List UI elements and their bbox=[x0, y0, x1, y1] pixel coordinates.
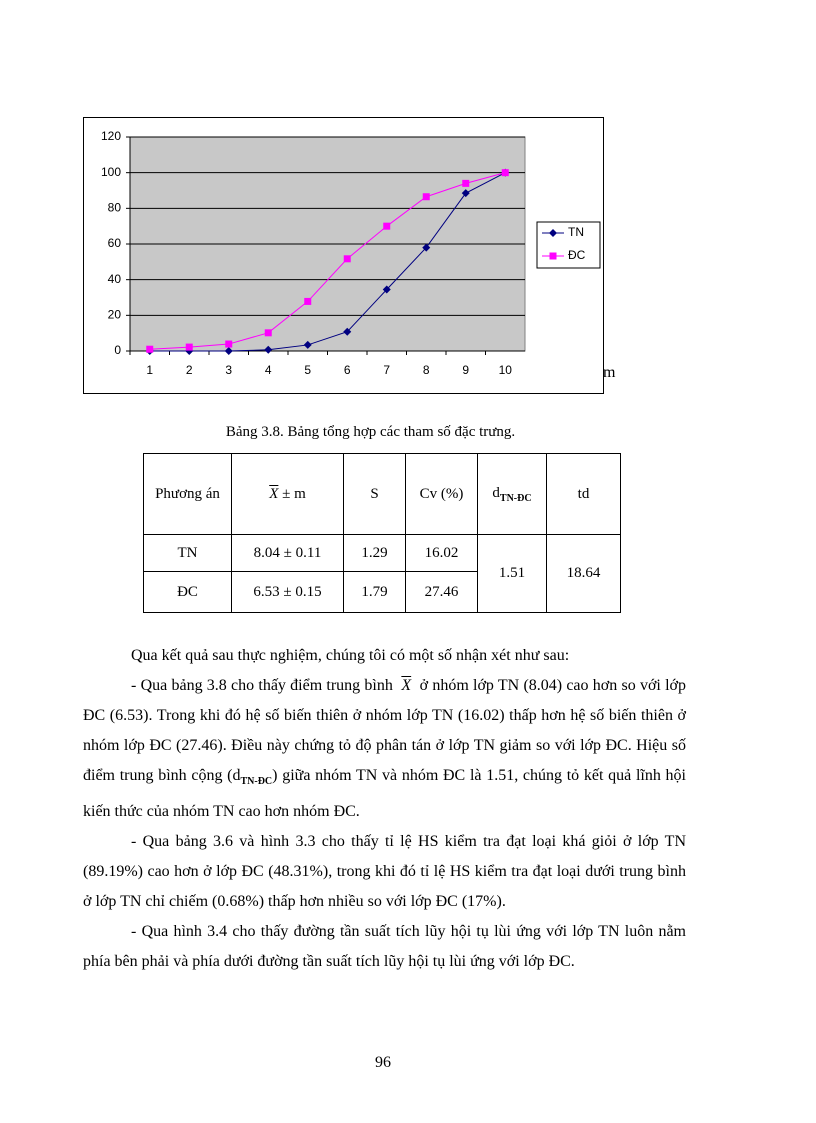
data-point bbox=[501, 169, 509, 177]
x-tick-label: 7 bbox=[383, 363, 390, 377]
symbol: X bbox=[269, 485, 279, 502]
data-point bbox=[303, 340, 312, 349]
data-point bbox=[383, 222, 391, 230]
data-point bbox=[462, 179, 470, 187]
x-tick-label: 4 bbox=[265, 363, 272, 377]
table-caption: Bảng 3.8. Bảng tổng hợp các tham số đặc … bbox=[225, 424, 516, 440]
header-cell: td bbox=[546, 453, 621, 535]
data-point bbox=[343, 255, 351, 263]
y-tick-label: 80 bbox=[108, 201, 122, 215]
header-cell: Phương án bbox=[143, 453, 232, 535]
x-tick-label: 8 bbox=[423, 363, 430, 377]
data-point bbox=[461, 189, 470, 198]
cell: TN bbox=[143, 534, 232, 572]
y-tick-label: 60 bbox=[108, 236, 122, 250]
x-tick-label: 1 bbox=[146, 363, 153, 377]
data-point bbox=[185, 343, 193, 351]
x-tick-label: 2 bbox=[186, 363, 193, 377]
chart: 0 20 40 60 80 100 120 1 2 3 4 5 6 7 8 9 10 TN ĐC bbox=[83, 117, 604, 394]
symbol: X bbox=[401, 677, 412, 694]
x-tick-label: 3 bbox=[225, 363, 232, 377]
data-point bbox=[225, 340, 233, 348]
body-text: Qua kết quả sau thực nghiệm, chúng tôi c… bbox=[83, 641, 686, 977]
cell: 1.79 bbox=[343, 571, 406, 613]
header-row: Phương án X ± m S Cv (%) dTN-ĐC td bbox=[143, 453, 621, 535]
data-point bbox=[264, 329, 272, 337]
header-cell: dTN-ĐC bbox=[477, 453, 547, 535]
x-tick-label: 10 bbox=[499, 363, 513, 377]
summary-table: Phương án X ± m S Cv (%) dTN-ĐC td TN 8.… bbox=[143, 453, 621, 613]
cell: 8.04 ± 0.11 bbox=[231, 534, 344, 572]
data-point bbox=[422, 243, 431, 252]
cell: 27.46 bbox=[405, 571, 478, 613]
data-point bbox=[382, 285, 391, 294]
data-point bbox=[264, 345, 273, 354]
paragraph: - Qua hình 3.4 cho thấy đường tần suất t… bbox=[83, 923, 686, 971]
x-tick-label: 5 bbox=[304, 363, 311, 377]
series-line bbox=[149, 172, 506, 352]
x-tick-label: 6 bbox=[344, 363, 351, 377]
paragraph: - Qua bảng 3.6 và hình 3.3 cho thấy tỉ l… bbox=[83, 833, 686, 911]
y-tick-label: 0 bbox=[114, 343, 121, 357]
text: ) giữa nhóm TN và nhóm ĐC là 1.51, chúng… bbox=[83, 767, 686, 821]
text: - Qua bảng 3.8 cho thấy điểm trung bình bbox=[131, 677, 393, 694]
legend-box bbox=[536, 221, 601, 269]
cell: ĐC bbox=[143, 571, 232, 613]
x-tick-label: 9 bbox=[462, 363, 469, 377]
data-point bbox=[422, 193, 430, 201]
paragraph: Qua kết quả sau thực nghiệm, chúng tôi c… bbox=[131, 647, 570, 664]
page-number: 96 bbox=[375, 1054, 391, 1071]
header-cell: Cv (%) bbox=[405, 453, 478, 535]
paragraph: - Qua bảng 3.8 cho thấy điểm trung bình … bbox=[83, 671, 686, 827]
cell: 1.29 bbox=[343, 534, 406, 572]
cell: 1.51 bbox=[477, 534, 547, 613]
cell: 18.64 bbox=[546, 534, 621, 613]
legend-marker bbox=[549, 229, 557, 237]
y-tick-label: 100 bbox=[101, 165, 121, 179]
legend-label: TN bbox=[568, 225, 584, 239]
subscript: TN-ĐC bbox=[499, 492, 532, 504]
y-tick-label: 120 bbox=[101, 129, 121, 143]
header-cell: X ± m bbox=[231, 453, 344, 535]
symbol: d bbox=[492, 484, 500, 501]
subscript: TN-ĐC bbox=[240, 776, 273, 788]
data-point bbox=[304, 297, 312, 305]
cell: 16.02 bbox=[405, 534, 478, 572]
data-point bbox=[224, 347, 233, 355]
y-tick-label: 20 bbox=[108, 308, 122, 322]
legend-label: ĐC bbox=[568, 248, 586, 262]
legend-marker bbox=[549, 252, 557, 260]
data-point bbox=[146, 345, 154, 353]
x-axis-label: m bbox=[603, 364, 616, 381]
data-point bbox=[343, 327, 352, 336]
row: TN 8.04 ± 0.11 1.29 16.02 1.51 18.64 bbox=[143, 534, 621, 613]
header-text: ± m bbox=[282, 485, 306, 502]
y-tick-label: 40 bbox=[108, 272, 122, 286]
series-line bbox=[149, 172, 506, 350]
header-cell: S bbox=[343, 453, 406, 535]
row: ĐC 6.53 ± 0.15 1.79 27.46 bbox=[143, 571, 621, 613]
text: ở nhóm lớp TN (8.04) cao hơn so với lớp … bbox=[83, 677, 686, 784]
cell: 6.53 ± 0.15 bbox=[231, 571, 344, 613]
